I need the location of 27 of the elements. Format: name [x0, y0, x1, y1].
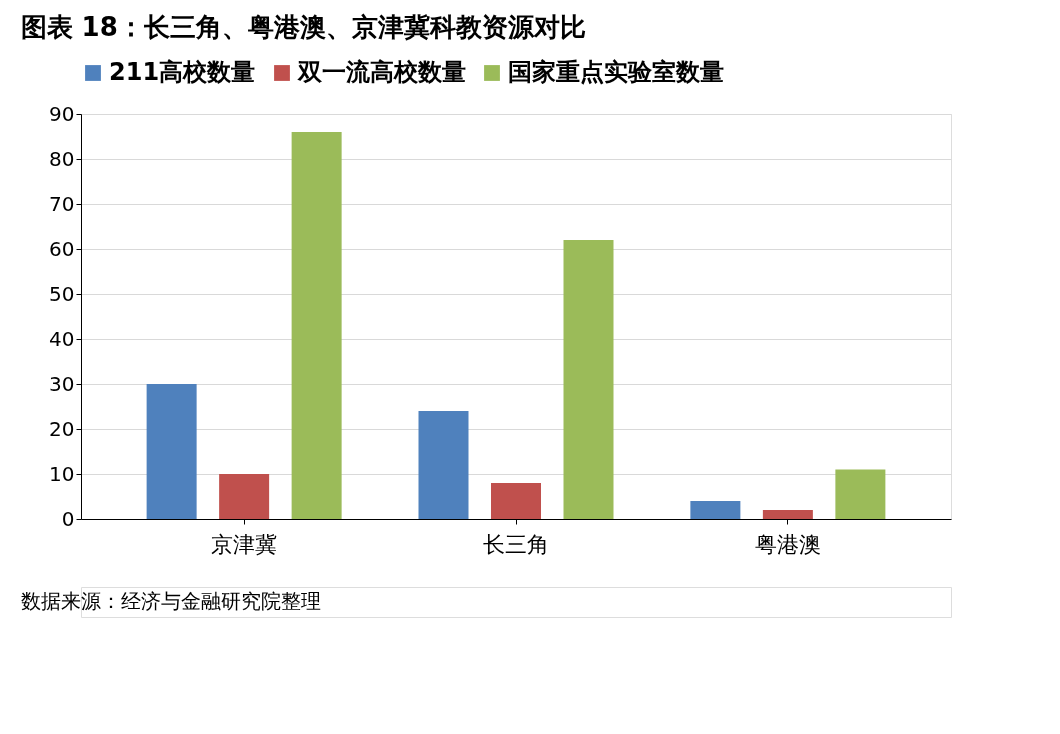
bar [762, 510, 813, 519]
y-tick-label: 10 [49, 461, 75, 486]
legend-label: 211高校数量 [109, 58, 256, 86]
y-tick-label: 80 [49, 146, 75, 171]
y-tick-label: 90 [49, 101, 75, 126]
bar [146, 384, 197, 519]
x-tick-label: 京津冀 [211, 531, 278, 557]
bar [418, 411, 469, 519]
y-tick-label: 40 [49, 326, 75, 351]
bar [219, 474, 270, 519]
y-tick-label: 30 [49, 371, 75, 396]
y-tick-label: 70 [49, 191, 75, 216]
source-note: 数据来源：经济与金融研究院整理 [21, 589, 321, 613]
bar [491, 483, 541, 519]
legend-label: 国家重点实验室数量 [508, 58, 724, 86]
y-tick-label: 50 [49, 281, 75, 306]
x-tick-label: 粤港澳 [754, 531, 821, 557]
y-tick-label: 60 [49, 236, 75, 261]
bar [690, 501, 741, 519]
y-tick-label: 20 [49, 416, 75, 441]
bar [835, 469, 886, 519]
legend-label: 双一流高校数量 [297, 58, 466, 86]
bar [563, 240, 614, 519]
y-tick-label: 0 [61, 506, 75, 531]
bar [291, 132, 342, 519]
chart-title: 图表 18：长三角、粤港澳、京津冀科教资源对比 [20, 12, 586, 42]
x-tick-label: 长三角 [483, 531, 549, 557]
